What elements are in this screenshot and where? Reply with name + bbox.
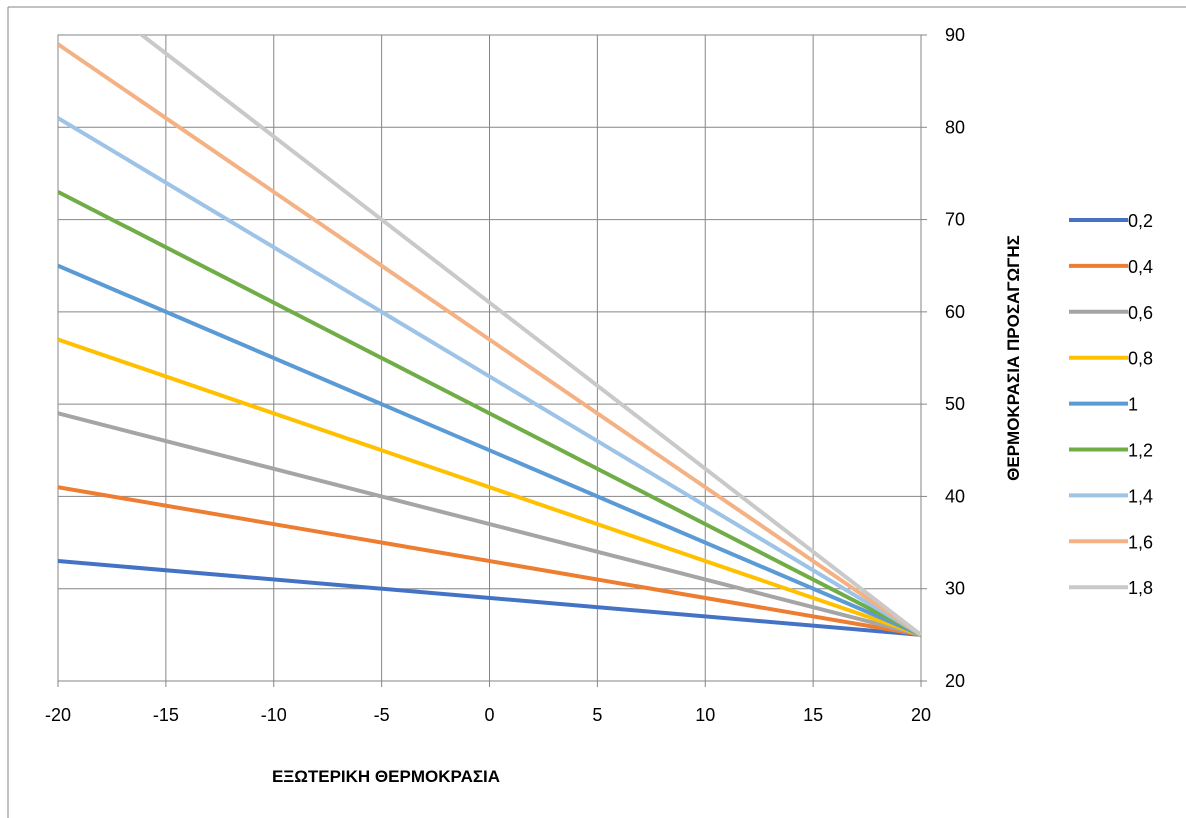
y-tick-label: 70 [945, 210, 965, 230]
x-tick-label: -15 [153, 705, 179, 725]
legend-label: 0,2 [1128, 211, 1153, 231]
y-axis-tick-labels: 20 30 40 50 60 70 80 90 [945, 25, 965, 691]
y-tick-label: 20 [945, 671, 965, 691]
series-lines [58, 35, 921, 637]
y-tick-label: 50 [945, 394, 965, 414]
legend-label: 1,6 [1128, 532, 1153, 552]
legend-label: 1,2 [1128, 441, 1153, 461]
x-tick-label: 20 [911, 705, 931, 725]
series-line-1 [58, 263, 921, 637]
x-tick-label: -20 [45, 705, 71, 725]
y-tick-label: 80 [945, 117, 965, 137]
series-line-1-6 [58, 42, 921, 637]
plot-area-border [57, 34, 922, 682]
x-tick-label: 5 [592, 705, 602, 725]
x-tick-label: -5 [374, 705, 390, 725]
legend-label: 0,8 [1128, 349, 1153, 369]
legend-label: 1,8 [1128, 578, 1153, 598]
series-line-0-6 [58, 411, 921, 637]
series-line-1-4 [58, 116, 921, 637]
x-tick-label: 15 [803, 705, 823, 725]
y-tick-label: 40 [945, 486, 965, 506]
y-tick-label: 30 [945, 579, 965, 599]
legend: 0,2 0,4 0,6 0,8 1 1,2 1,4 1,6 1,8 [1069, 211, 1153, 598]
y-tick-label: 90 [945, 25, 965, 45]
x-tick-label: 10 [695, 705, 715, 725]
legend-label: 0,6 [1128, 303, 1153, 323]
legend-label: 0,4 [1128, 257, 1153, 277]
x-tick-label: -10 [261, 705, 287, 725]
series-line-1-2 [58, 190, 921, 637]
x-tick-label: 0 [484, 705, 494, 725]
series-line-0-2 [58, 559, 921, 637]
y-tick-label: 60 [945, 302, 965, 322]
legend-label: 1 [1128, 395, 1138, 415]
x-axis-tick-labels: -20 -15 -10 -5 0 5 10 15 20 [45, 705, 931, 725]
series-line-1-8 [138, 35, 921, 637]
series-line-0-4 [58, 485, 921, 637]
series-line-0-8 [58, 337, 921, 637]
x-axis-title: ΕΞΩΤΕΡΙΚΗ ΘΕΡΜΟΚΡΑΣΙΑ [272, 767, 500, 786]
y-axis-title: ΘΕΡΜΟΚΡΑΣΙΑ ΠΡΟΣΑΓΩΓΗΣ [1004, 235, 1023, 481]
legend-label: 1,4 [1128, 486, 1153, 506]
